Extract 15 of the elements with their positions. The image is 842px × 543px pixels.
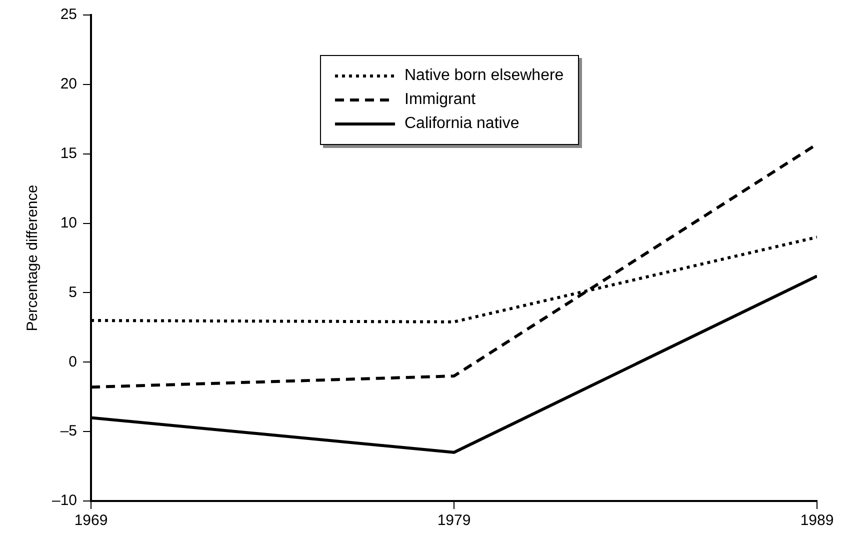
y-axis-title: Percentage difference — [24, 184, 42, 332]
y-tick-label: 25 — [60, 6, 78, 24]
y-tick-label: 20 — [60, 76, 78, 93]
x-tick-label: 1989 — [800, 512, 834, 530]
legend-label: Immigrant — [404, 91, 476, 109]
x-tick-label: 1979 — [437, 512, 471, 530]
x-tick-label: 1969 — [74, 512, 108, 530]
y-tick-label: 5 — [68, 284, 78, 301]
legend-label: Native born elsewhere — [404, 67, 564, 85]
y-tick-label: 15 — [60, 145, 78, 162]
y-tick-label: –10 — [52, 492, 78, 510]
y-tick-label: 10 — [60, 214, 78, 232]
legend-label: California native — [404, 115, 520, 133]
y-tick-label: –5 — [60, 422, 78, 440]
y-tick-label: 0 — [68, 353, 78, 370]
